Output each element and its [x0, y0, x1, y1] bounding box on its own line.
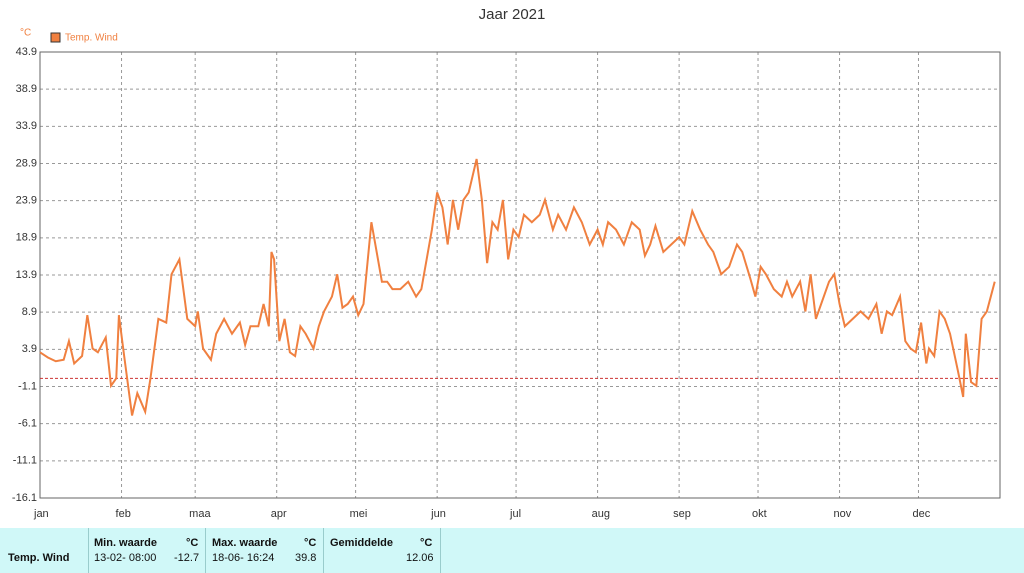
chart: Jaar 2021 °C -16.1 -11.1 -6.1 -1.1 3.9 8.9 13.…: [12, 6, 1001, 520]
cell-text: 12.06: [406, 552, 434, 564]
x-tick-label: feb: [116, 508, 131, 520]
y-tick-label: 33.9: [16, 120, 37, 132]
cell-text: -12.7: [174, 552, 200, 564]
y-tick-label: -11.1: [13, 455, 37, 467]
row-label: Temp. Wind: [8, 552, 70, 564]
y-tick-label: -16.1: [12, 492, 37, 504]
header: °C: [186, 537, 199, 549]
y-tick-label: 23.9: [16, 195, 37, 207]
x-tick-label: okt: [752, 508, 767, 520]
y-tick-label: 18.9: [16, 232, 37, 244]
y-tick-label: 3.9: [22, 343, 37, 355]
y-tick-label: 43.9: [16, 46, 37, 58]
y-unit: °C: [20, 28, 31, 39]
header: °C: [304, 537, 317, 549]
header: Max. waarde: [212, 537, 278, 549]
x-tick-label: mei: [350, 508, 368, 520]
legend-label: Temp. Wind: [65, 33, 118, 44]
y-tick-label: 28.9: [16, 157, 37, 169]
legend-swatch: [50, 32, 61, 43]
x-tick-label: dec: [912, 508, 930, 520]
stats-table: Temp. Wind Min. waarde °C 13-02- 08:00 -…: [0, 528, 1024, 573]
y-tick-label: 8.9: [22, 306, 37, 318]
chart-title: Jaar 2021: [479, 6, 546, 23]
plot-frame: [39, 51, 1001, 499]
cell-text: 39.8: [295, 552, 317, 564]
y-tick-label: -6.1: [18, 418, 37, 430]
header: °C: [420, 537, 433, 549]
x-tick-label: apr: [271, 508, 287, 520]
x-tick-label: nov: [834, 508, 852, 520]
cell: [88, 528, 206, 573]
x-tick-label: aug: [592, 508, 610, 520]
y-tick-label: 13.9: [16, 269, 37, 281]
y-tick-label: 38.9: [16, 83, 37, 95]
y-tick-label: -1.1: [18, 380, 37, 392]
x-tick-label: sep: [673, 508, 691, 520]
cell-text: 13-02- 08:00: [94, 552, 157, 564]
cell: [0, 528, 89, 573]
x-tick-label: jun: [430, 508, 446, 520]
x-tick-label: jul: [509, 508, 521, 520]
cell-text: 18-06- 16:24: [212, 552, 275, 564]
cell: [323, 528, 441, 573]
header: Min. waarde: [94, 537, 157, 549]
x-tick-label: maa: [189, 508, 211, 520]
x-tick-label: jan: [33, 508, 49, 520]
cell: [205, 528, 324, 573]
header: Gemiddelde: [330, 537, 393, 549]
data-line: [39, 158, 996, 416]
